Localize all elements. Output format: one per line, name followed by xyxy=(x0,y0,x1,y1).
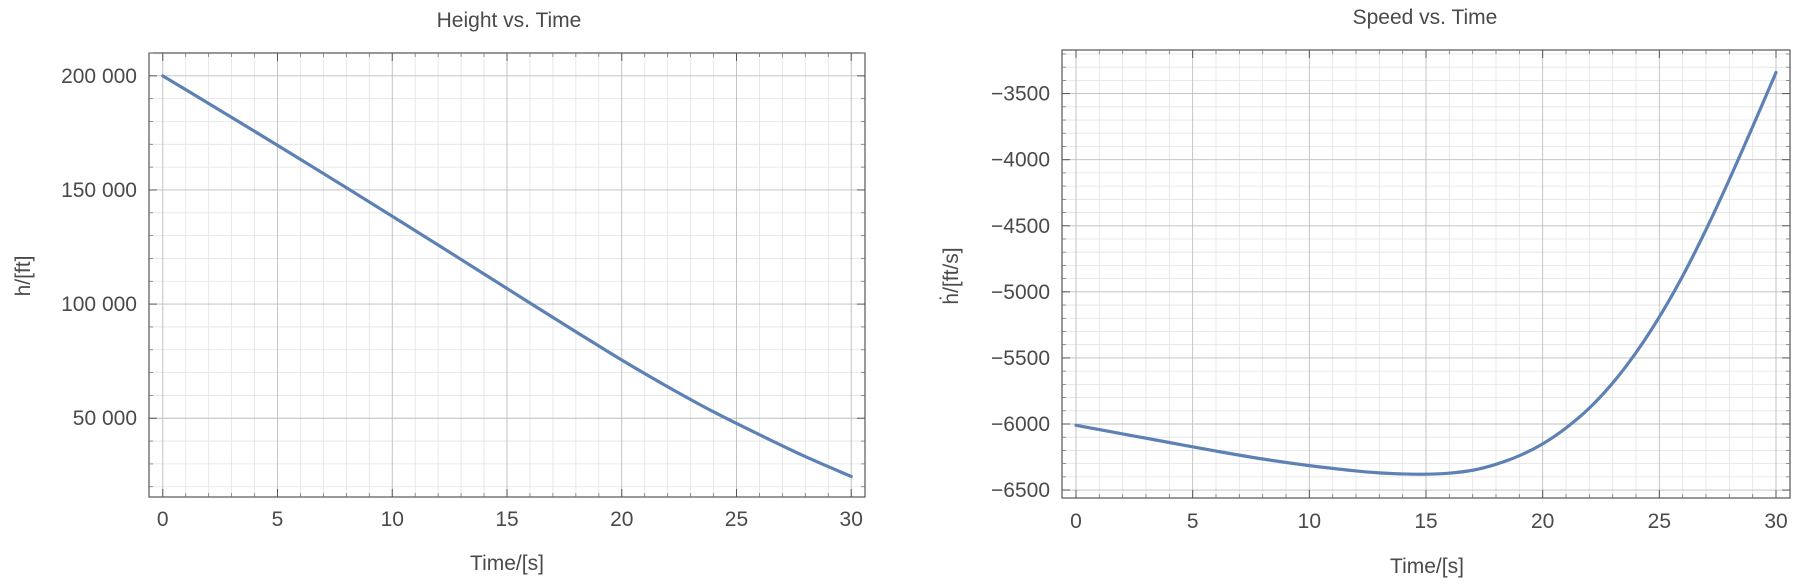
y-tick-label: 200 000 xyxy=(61,65,137,88)
tick-labels: 0 5 10 15 20 25 30 −6500 −6000 −5500 −5000 −4500 −40… xyxy=(991,83,1788,533)
series-line xyxy=(161,74,853,479)
x-tick-label: 15 xyxy=(1414,510,1437,533)
x-tick-label: 5 xyxy=(1187,510,1199,533)
x-tick-label: 15 xyxy=(495,508,518,531)
chart-title: Height vs. Time xyxy=(437,9,582,32)
chart-title: Speed vs. Time xyxy=(1353,6,1498,29)
series-line xyxy=(1074,70,1778,476)
x-tick-label: 25 xyxy=(1648,510,1671,533)
series-layer xyxy=(1074,70,1778,476)
x-tick-label: 25 xyxy=(725,508,748,531)
height-vs-time-chart: Height vs. Time 0 5 10 15 20 25 30 50 000 100 00… xyxy=(12,9,866,575)
x-tick-label: 20 xyxy=(610,508,633,531)
grid xyxy=(149,52,865,497)
x-tick-label: 30 xyxy=(840,508,863,531)
axis-ticks xyxy=(1062,50,1790,498)
x-axis-label: Time/[s] xyxy=(1390,555,1464,578)
x-tick-label: 10 xyxy=(381,508,404,531)
y-tick-label: −6500 xyxy=(991,479,1050,502)
y-tick-label: −3500 xyxy=(991,83,1050,106)
x-tick-label: 20 xyxy=(1531,510,1554,533)
y-tick-label: 50 000 xyxy=(73,407,137,430)
speed-vs-time-chart: Speed vs. Time 0 5 10 15 20 25 30 −6500 −6000 −55… xyxy=(940,6,1791,578)
x-tick-label: 30 xyxy=(1764,510,1787,533)
tick-labels: 0 5 10 15 20 25 30 50 000 100 000 150 000 200 000 xyxy=(61,65,863,531)
grid xyxy=(1062,50,1790,498)
y-tick-label: −4000 xyxy=(991,149,1050,172)
series-layer xyxy=(161,74,853,479)
x-axis-label: Time/[s] xyxy=(470,552,544,575)
y-tick-label: 100 000 xyxy=(61,293,137,316)
x-tick-label: 5 xyxy=(272,508,284,531)
y-tick-label: −5500 xyxy=(991,347,1050,370)
axis-ticks xyxy=(149,52,865,497)
y-tick-label: 150 000 xyxy=(61,179,137,202)
y-tick-label: −5000 xyxy=(991,281,1050,304)
x-tick-label: 0 xyxy=(1070,510,1082,533)
x-tick-label: 0 xyxy=(157,508,169,531)
x-tick-label: 10 xyxy=(1298,510,1321,533)
y-tick-label: −4500 xyxy=(991,215,1050,238)
y-axis-label: h/[ft] xyxy=(12,256,35,297)
y-tick-label: −6000 xyxy=(991,413,1050,436)
y-axis-label: ḣ/[ft/s] xyxy=(940,247,963,304)
